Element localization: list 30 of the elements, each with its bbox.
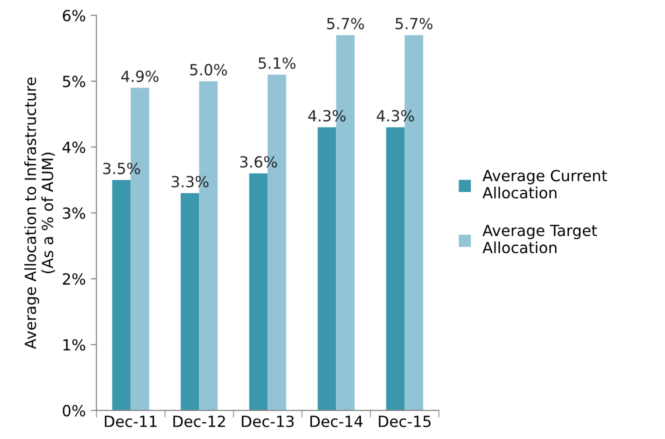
data-label: 5.0% [190,64,227,76]
data-label: 4.9% [121,70,158,82]
x-tick-label: Dec-15 [378,416,431,428]
bar [249,173,268,410]
legend-label: Average Target Allocation [482,224,597,254]
data-label: 5.1% [258,57,296,69]
x-tick-label: Dec-12 [173,416,225,428]
y-tick-label: 4% [62,142,86,154]
legend-label: Average Current Allocation [482,170,608,198]
bar [180,193,200,410]
y-axis-title: Average Allocation to Infrastructure (As a % of AUM) [24,77,56,350]
x-tick-label: Dec-14 [310,416,363,428]
y-tick-label: 6% [62,10,86,22]
data-label: 4.3% [376,110,414,122]
bar [318,127,336,410]
y-tick-label: 3% [62,207,86,219]
y-tick-label: 2% [62,273,86,285]
bar [386,127,405,410]
data-label: 3.6% [240,156,277,168]
y-tick-label: 1% [63,339,86,351]
data-label: 4.3% [308,110,346,122]
y-tick-label: 0% [62,404,86,416]
bar [112,180,131,410]
data-label: 3.5% [103,162,140,174]
y-tick-label: 5% [62,76,86,88]
data-label: 5.7% [396,18,432,30]
data-label: 5.7% [327,18,364,30]
x-tick-label: Dec-13 [242,416,294,428]
data-label: 3.3% [172,176,208,188]
x-tick-label: Dec-11 [104,416,157,428]
